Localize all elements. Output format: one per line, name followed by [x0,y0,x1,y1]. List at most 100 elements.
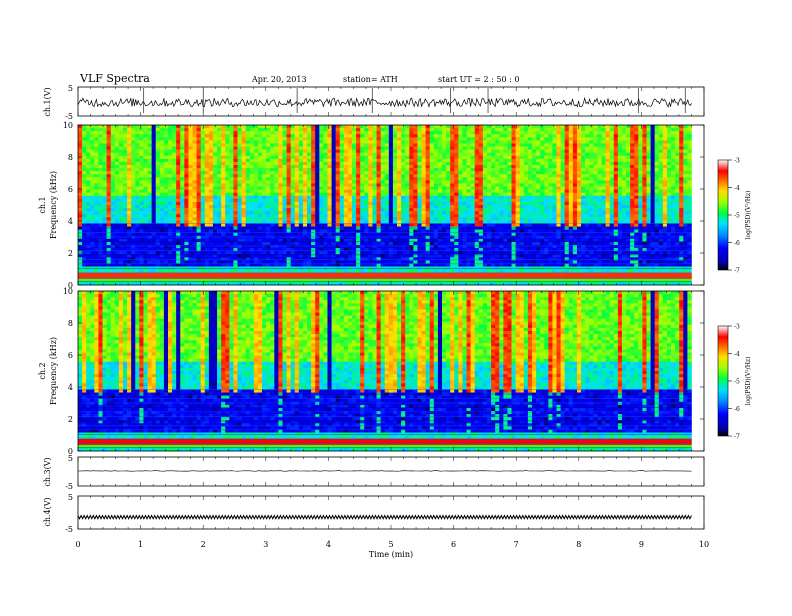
spectrogram-cell [679,171,683,174]
spectrogram-cell [663,208,667,211]
spectrogram-cell [143,137,147,140]
spectrogram-cell [606,143,610,146]
spectrogram-cell [532,196,536,199]
spectrogram-cell [536,131,540,134]
spectrogram-cell [417,147,421,150]
spectrogram-cell [131,214,135,217]
spectrogram-cell [381,187,385,190]
spectrogram-cell [127,187,131,190]
spectrogram-cell [291,187,295,190]
spectrogram-cell [303,190,307,193]
spectrogram-cell [540,165,544,168]
spectrogram-cell [638,140,642,143]
spectrogram-cell [507,217,511,220]
spectrogram-cell [687,168,691,171]
spectrogram-cell [634,140,638,143]
spectrogram-cell [675,211,679,214]
spectrogram-cell [295,199,299,202]
spectrogram-cell [671,168,675,171]
spectrogram-cell [630,156,634,159]
spectrogram-cell [303,156,307,159]
spectrogram-cell [479,177,483,180]
spectrogram-cell [135,220,139,223]
spectrogram-cell [520,168,524,171]
spectrogram-cell [565,214,569,217]
spectrogram-cell [164,217,168,220]
spectrogram-cell [450,187,454,190]
spectrogram-cell [205,187,209,190]
spectrogram-cell [364,140,368,143]
spectrogram-cell [364,223,368,226]
spectrogram-cell [377,196,381,199]
spectrogram-cell [385,168,389,171]
spectrogram-cell [614,214,618,217]
spectrogram-cell [233,193,237,196]
spectrogram-cell [434,134,438,137]
spectrogram-cell [82,171,86,174]
spectrogram-cell [516,217,520,220]
spectrogram-cell [303,199,307,202]
spectrogram-cell [581,171,585,174]
spectrogram-cell [368,202,372,205]
spectrogram-cell [184,211,188,214]
spectrogram-cell [340,183,344,186]
spectrogram-cell [606,156,610,159]
spectrogram-cell [360,196,364,199]
spectrogram-cell [176,168,180,171]
spectrogram-cell [311,153,315,156]
spectrogram-cell [516,174,520,177]
spectrogram-cell [528,205,532,208]
spectrogram-cell [389,205,393,208]
spectrogram-cell [683,159,687,162]
spectrogram-cell [344,140,348,143]
spectrogram-cell [679,143,683,146]
spectrogram-cell [274,168,278,171]
spectrogram-cell [634,180,638,183]
spectrogram-cell [552,140,556,143]
spectrogram-cell [450,147,454,150]
spectrogram-cell [532,150,536,153]
spectrogram-cell [634,159,638,162]
spectrogram-cell [82,153,86,156]
spectrogram-cell [462,187,466,190]
spectrogram-cell [94,150,98,153]
spectrogram-cell [483,137,487,140]
spectrogram-cell [557,202,561,205]
spectrogram-cell [552,137,556,140]
spectrogram-cell [344,125,348,128]
spectrogram-cell [372,211,376,214]
spectrogram-cell [327,211,331,214]
spectrogram-cell [172,205,176,208]
spectrogram-cell [577,199,581,202]
spectrogram-cell [340,214,344,217]
spectrogram-cell [238,134,242,137]
spectrogram-cell [638,208,642,211]
spectrogram-cell [671,125,675,128]
spectrogram-cell [679,125,683,128]
spectrogram-cell [483,174,487,177]
spectrogram-cell [180,217,184,220]
spectrogram-cell [246,147,250,150]
spectrogram-cell [602,220,606,223]
spectrogram-cell [397,131,401,134]
spectrogram-cell [188,214,192,217]
spectrogram-cell [246,150,250,153]
spectrogram-cell [561,196,565,199]
spectrogram-cell [172,171,176,174]
spectrogram-cell [413,174,417,177]
spectrogram-cell [487,165,491,168]
spectrogram-cell [217,143,221,146]
spectrogram-cell [233,180,237,183]
spectrogram-cell [258,183,262,186]
spectrogram-cell [291,140,295,143]
spectrogram-cell [164,196,168,199]
spectrogram-cell [94,211,98,214]
spectrogram-cell [377,205,381,208]
spectrogram-cell [278,183,282,186]
spectrogram-cell [528,153,532,156]
spectrogram-cell [168,159,172,162]
spectrogram-cell [168,168,172,171]
spectrogram-cell [438,165,442,168]
spectrogram-cell [462,211,466,214]
spectrogram-cell [258,143,262,146]
